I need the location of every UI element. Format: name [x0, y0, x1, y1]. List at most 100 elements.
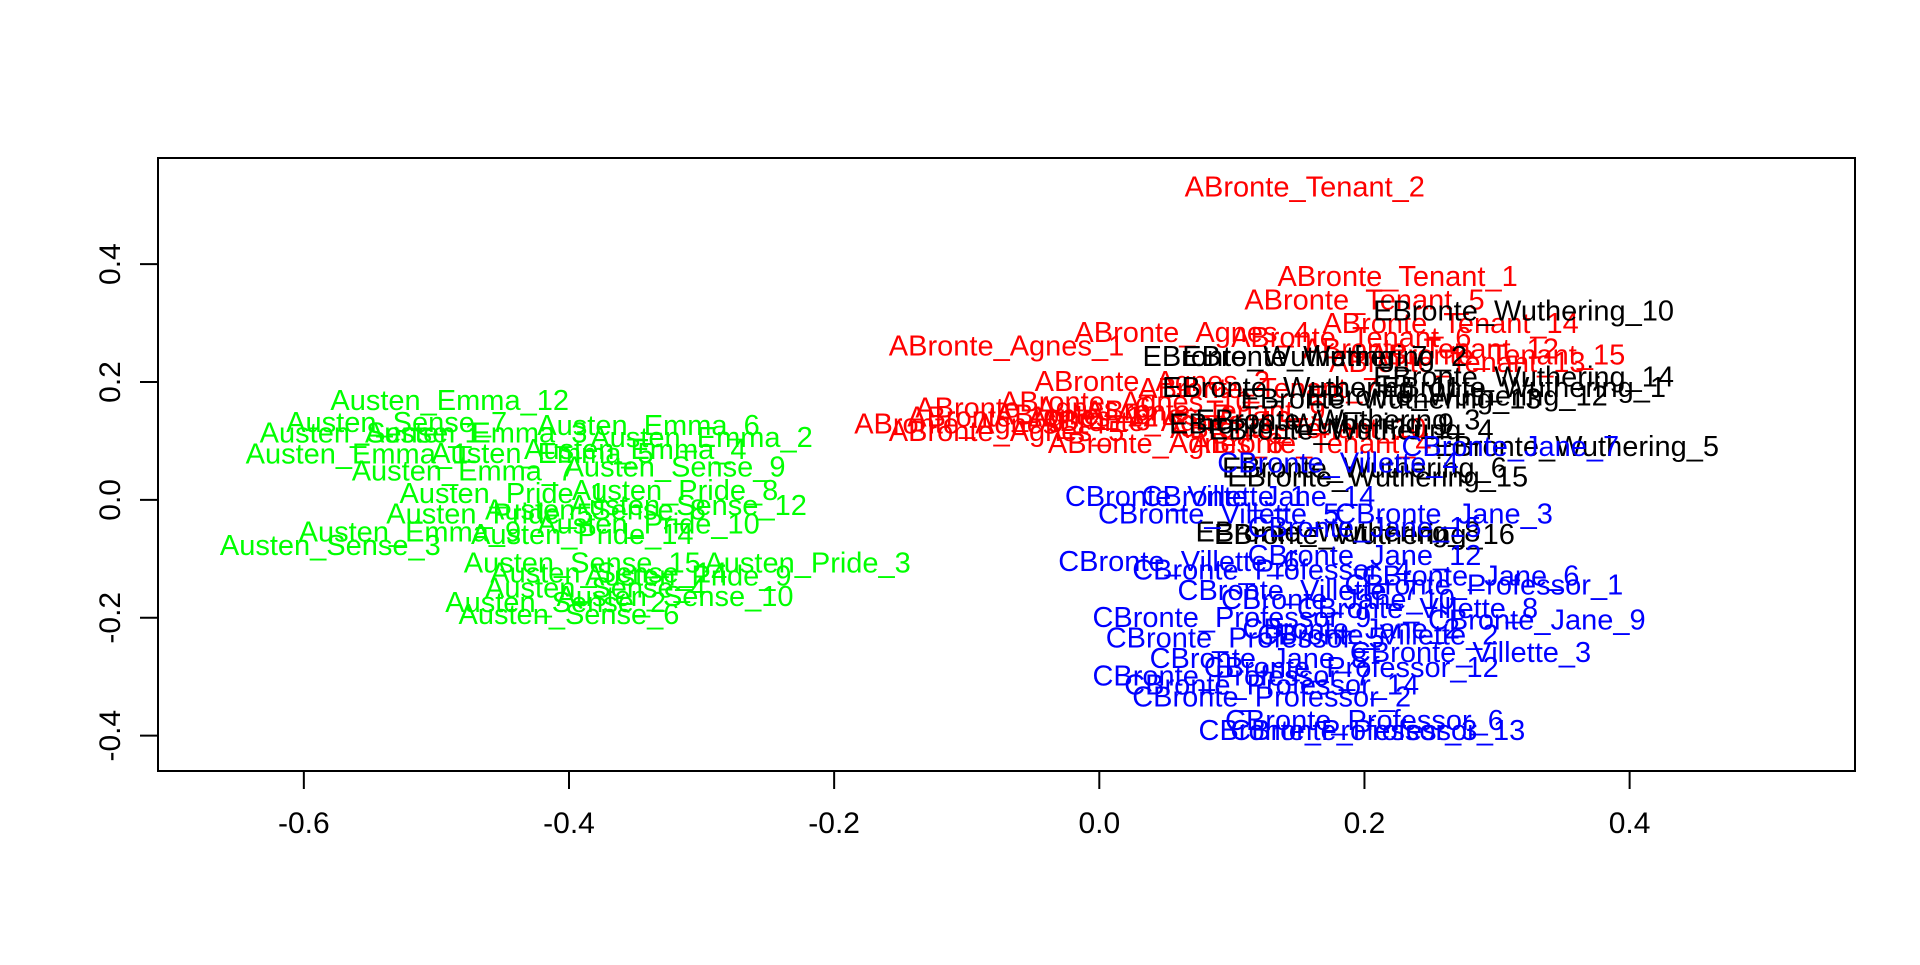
- point-label: EBronte_Wuthering_2: [1182, 341, 1467, 373]
- point-label: CBronte_Professor_12: [1204, 652, 1499, 684]
- point-label: Austen_Emma_2: [590, 422, 812, 454]
- point-label: Austen_Sense_6: [459, 599, 680, 631]
- point-label: Austen_Sense_7: [286, 407, 507, 439]
- x-tick-label: -0.4: [543, 807, 595, 840]
- point-label: ABronte_Agnes_5: [889, 416, 1124, 448]
- point-label: CBronte_Jane_7: [1401, 431, 1619, 463]
- point-label: ABronte_Tenant_15: [1369, 339, 1625, 371]
- point-label: EBronte_Wuthering_1: [1381, 372, 1666, 404]
- point-label: Austen_Sense_9: [565, 451, 786, 483]
- point-label: EBronte_Wuthering_3: [1196, 404, 1481, 436]
- point-label: ABronte_Tenant_1: [1277, 261, 1517, 293]
- point-label: CBronte_Villette_7: [1178, 575, 1419, 607]
- y-tick-label: 0.0: [94, 479, 127, 521]
- point-label: CBronte_Jane_9: [1428, 605, 1646, 637]
- point-label: Austen_Sense_2: [445, 587, 666, 619]
- point-label: Austen_Pride_5: [386, 499, 592, 531]
- point-label: ABronte_Tenant_7: [1138, 373, 1378, 405]
- point-label: ABronte_Tenant_14: [1322, 308, 1578, 340]
- point-label: EBronte_Wuthering_12: [1307, 381, 1608, 413]
- point-label: EBronte_Wuthering_4: [1209, 414, 1494, 446]
- point-label: CBronte_Villette_1: [1065, 481, 1306, 513]
- point-label: CBronte_Jane_6: [1362, 560, 1580, 592]
- point-label: ABronte_Agnes_1: [889, 331, 1124, 363]
- x-tick-label: 0.0: [1078, 807, 1120, 840]
- point-label: ABronte_Tenant_13: [1329, 347, 1585, 379]
- point-label: ABronte_Tenant_10: [1170, 413, 1426, 445]
- point-label: Austen_Emma_3: [365, 417, 587, 449]
- point-label: Austen_Emma_7: [352, 456, 574, 488]
- point-label: EBronte_Wuthering_8: [1196, 516, 1481, 548]
- point-label: ABronte_Agnes_14: [854, 408, 1106, 440]
- point-label: Austen_Sense_10: [557, 581, 794, 613]
- point-label: Austen_Emma_5: [431, 438, 653, 470]
- point-label: EBronte_Wuthering_14: [1373, 361, 1674, 393]
- point-label: CBronte_Professor_4: [1132, 555, 1411, 587]
- series-abronte: ABronte_Tenant_2 ABronte_Tenant_1 ABronte_…: [854, 171, 1625, 459]
- point-label: Austen_Sense_12: [570, 490, 807, 522]
- x-tick-label: 0.2: [1344, 807, 1386, 840]
- series-ebronte: EBronte_Wuthering_10EBronte_Wuthering_7E…: [1143, 295, 1720, 551]
- point-label: Austen_Emma_9: [299, 516, 521, 548]
- point-label: CBronte_Villette_3: [1350, 637, 1591, 669]
- point-label: CBronte_Jane_10: [1221, 584, 1455, 616]
- point-label: CBronte_Professor_14: [1124, 670, 1419, 702]
- y-tick-label: -0.2: [94, 592, 127, 644]
- point-label: CBronte_Professor_3: [1199, 715, 1478, 747]
- point-label: CBronte_Villette_2: [1257, 619, 1498, 651]
- point-label: CBronte_Jane_2: [1242, 614, 1460, 646]
- point-label: ABronte_Agnes_6: [915, 393, 1150, 425]
- point-label: EBronte_Wuthering_10: [1373, 295, 1674, 327]
- point-label: ABronte_Agnes_7: [995, 400, 1230, 432]
- point-label: Austen_Sense_14: [490, 558, 727, 590]
- point-label: Austen_Sense_8: [485, 494, 706, 526]
- point-label: EBronte_Wuthering_5: [1434, 431, 1719, 463]
- point-label: Austen_Pride_8: [572, 475, 778, 507]
- y-tick-label: 0.4: [94, 243, 127, 285]
- point-label: Austen_Sense_4: [485, 572, 706, 604]
- point-label: ABronte_Agnes_10: [1000, 387, 1252, 419]
- point-label: CBronte_Professor_2: [1132, 681, 1411, 713]
- point-label: Austen_Sense_15: [464, 548, 701, 580]
- point-label: ABronte_Agnes_13: [1040, 406, 1292, 438]
- point-label: Austen_Pride_1: [400, 478, 606, 510]
- point-label: CBronte_Villette_5: [1098, 499, 1339, 531]
- point-label: EBronte_Wuthering_16: [1214, 519, 1515, 551]
- point-label: CBronte_Villette_4: [1217, 447, 1458, 479]
- point-label: CBronte_Professor_7: [1092, 661, 1371, 693]
- y-tick-label: 0.2: [94, 361, 127, 403]
- point-label: CBronte_Jane_3: [1335, 499, 1553, 531]
- point-label: CBronte_Professor_1: [1344, 569, 1623, 601]
- point-label: CBronte_Professor_5: [1106, 622, 1385, 654]
- point-label: EBronte_Wuthering_13: [1241, 384, 1542, 416]
- x-tick-label: 0.4: [1609, 807, 1651, 840]
- point-label: Austen_Emma_4: [524, 434, 746, 466]
- point-label: ABronte_Tenant_4: [1191, 428, 1431, 460]
- point-label: EBronte_Wuthering_6: [1222, 453, 1507, 485]
- point-label: Austen_Emma_1: [246, 438, 468, 470]
- point-label: EBronte_Wuthering_9: [1169, 408, 1454, 440]
- point-label: CBronte_Jane_14: [1142, 481, 1376, 513]
- point-label: ABronte_Tenant_2: [1185, 171, 1425, 203]
- point-label: CBronte_Jane_15: [1248, 512, 1482, 544]
- point-label: Austen_Pride_9: [585, 560, 791, 592]
- x-tick-label: -0.6: [278, 807, 330, 840]
- point-label: ABronte_Tenant_9: [1085, 395, 1325, 427]
- point-label: ABronte_Tenant_6: [1231, 322, 1471, 354]
- point-label: Austen_Sense_1: [260, 417, 481, 449]
- point-label: ABronte_Agnes_4: [1074, 317, 1309, 349]
- point-label: Austen_Sense_3: [220, 530, 441, 562]
- point-label: CBronte_Professor_6: [1225, 705, 1504, 737]
- point-label: ABronte_Tenant_12: [1303, 334, 1559, 366]
- point-label: CBronte_Villette_6: [1058, 546, 1299, 578]
- point-label: Austen_Pride_14: [471, 519, 694, 551]
- point-label: CBronte_Professor_9: [1092, 602, 1371, 634]
- point-label: EBronte_Wuthering_7: [1143, 341, 1428, 373]
- point-label: CBronte_Jane_8: [1150, 643, 1368, 675]
- y-tick-label: -0.4: [94, 710, 127, 762]
- point-label: EBronte_Wuthering_15: [1227, 461, 1528, 493]
